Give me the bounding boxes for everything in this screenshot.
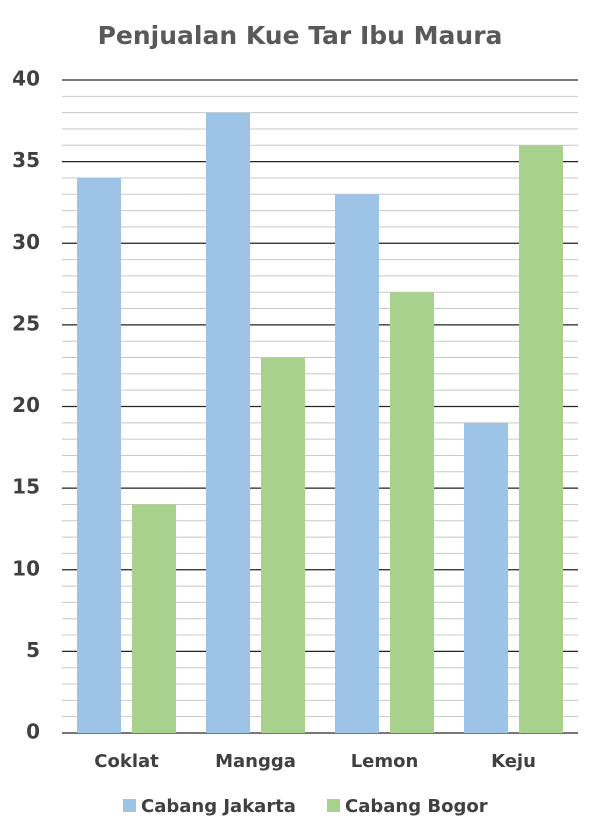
y-tick-label: 40 bbox=[12, 67, 40, 91]
chart-title: Penjualan Kue Tar Ibu Maura bbox=[98, 21, 503, 50]
x-tick-label: Lemon bbox=[351, 751, 419, 772]
bar bbox=[206, 112, 250, 733]
legend-swatch bbox=[123, 799, 136, 812]
y-tick-label: 10 bbox=[12, 556, 40, 580]
y-tick-label: 25 bbox=[12, 311, 40, 335]
legend-label: Cabang Jakarta bbox=[141, 796, 296, 817]
y-tick-label: 20 bbox=[12, 393, 40, 417]
bar bbox=[335, 194, 379, 733]
bar bbox=[390, 292, 434, 733]
y-tick-label: 0 bbox=[26, 720, 40, 744]
legend-swatch bbox=[327, 799, 340, 812]
y-tick-label: 15 bbox=[12, 475, 40, 499]
bar bbox=[464, 422, 508, 733]
bar bbox=[519, 145, 563, 734]
legend-label: Cabang Bogor bbox=[345, 796, 488, 817]
bar bbox=[261, 357, 305, 733]
y-tick-label: 30 bbox=[12, 230, 40, 254]
x-tick-label: Coklat bbox=[94, 751, 159, 772]
x-tick-label: Mangga bbox=[215, 751, 296, 772]
x-tick-label: Keju bbox=[491, 751, 536, 772]
bar bbox=[132, 504, 176, 733]
bar bbox=[77, 177, 121, 733]
y-tick-label: 35 bbox=[12, 148, 40, 172]
y-tick-label: 5 bbox=[26, 638, 40, 662]
